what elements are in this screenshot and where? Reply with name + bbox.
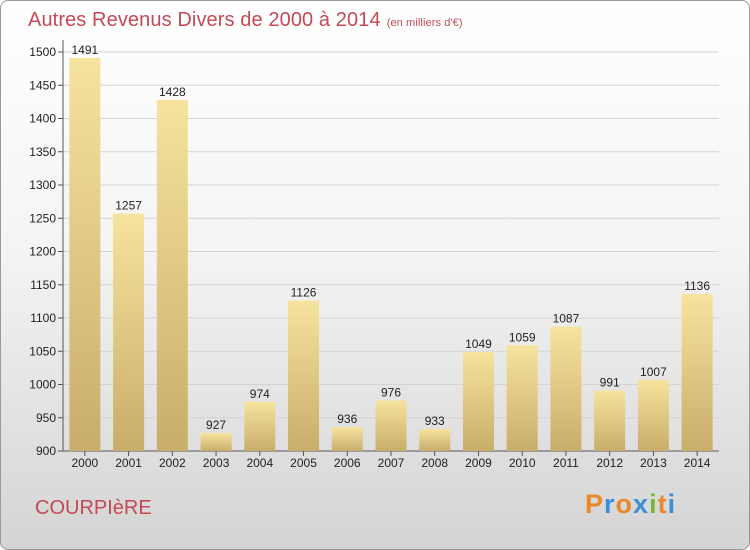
value-label-2010: 1059	[509, 330, 536, 344]
bar-2002	[156, 99, 188, 451]
bar-2012	[594, 390, 626, 451]
x-tick-label-2011: 2011	[553, 456, 579, 470]
x-tick-label-2012: 2012	[596, 456, 623, 470]
y-tick-label: 900	[36, 444, 56, 458]
labels: 900 950 1000 1050 1100 1150 1200 1250 1300 1350 14…	[29, 43, 711, 470]
logo-letter: o	[615, 489, 634, 519]
x-tick-label-2003: 2003	[203, 456, 230, 470]
value-label-2009: 1049	[465, 337, 492, 351]
value-label-2013: 1007	[640, 365, 667, 379]
chart-title: Autres Revenus Divers de 2000 à 2014 (en …	[28, 9, 463, 32]
x-tick-label-2006: 2006	[334, 456, 361, 470]
value-label-2003: 927	[206, 418, 226, 432]
logo-letter: P	[585, 489, 605, 519]
bar-2005	[288, 300, 320, 451]
value-label-2007: 976	[381, 385, 401, 399]
value-label-2011: 1087	[553, 312, 580, 326]
bar-2007	[375, 400, 407, 451]
chart-title-text: Autres Revenus Divers de 2000 à 2014	[28, 9, 381, 31]
bar-2008	[419, 429, 451, 451]
y-tick-label: 950	[36, 411, 56, 425]
y-tick-label: 1350	[29, 145, 56, 159]
value-label-2002: 1428	[159, 85, 186, 99]
x-tick-label-2014: 2014	[684, 456, 711, 470]
x-tick-label-2004: 2004	[246, 456, 273, 470]
value-label-2001: 1257	[115, 199, 142, 213]
y-tick-label: 1300	[29, 178, 56, 192]
chart-subtitle: (en milliers d'€)	[386, 17, 463, 29]
bar-2003	[200, 433, 232, 451]
x-tick-label-2005: 2005	[290, 456, 317, 470]
x-tick-label-2008: 2008	[421, 456, 448, 470]
bar-2001	[113, 213, 145, 451]
y-tick-label: 1400	[29, 112, 56, 126]
y-tick-label: 1200	[29, 245, 56, 259]
x-tick-label-2009: 2009	[465, 456, 492, 470]
bars	[69, 57, 713, 452]
value-label-2000: 1491	[72, 43, 99, 57]
x-tick-label-2001: 2001	[115, 456, 142, 470]
value-label-2008: 933	[425, 414, 445, 428]
y-tick-label: 1150	[30, 278, 56, 292]
y-tick-label: 1500	[29, 45, 56, 59]
bar-2006	[331, 427, 363, 451]
logo-letter: i	[667, 489, 677, 519]
logo-letter: t	[657, 489, 668, 519]
proxiti-logo[interactable]: Proxiti	[585, 489, 676, 520]
value-label-2012: 991	[600, 375, 620, 389]
bar-2011	[550, 326, 582, 451]
x-tick-label-2007: 2007	[378, 456, 405, 470]
logo-letter: i	[649, 489, 658, 519]
bar-2013	[637, 379, 669, 451]
x-tick-label-2013: 2013	[640, 456, 667, 470]
value-label-2005: 1126	[291, 286, 317, 300]
x-tick-label-2010: 2010	[509, 456, 536, 470]
y-tick-label: 1250	[29, 211, 56, 225]
bar-2009	[462, 351, 494, 451]
x-tick-label-2000: 2000	[72, 456, 99, 470]
x-tick-label-2002: 2002	[159, 456, 186, 470]
y-tick-label: 1050	[29, 344, 56, 358]
y-tick-label: 1000	[29, 378, 56, 392]
bar-2010	[506, 345, 538, 451]
value-label-2004: 974	[250, 387, 270, 401]
logo-letter: x	[633, 489, 650, 519]
bar-2004	[244, 401, 276, 451]
y-tick-label: 1450	[29, 78, 56, 92]
value-label-2006: 936	[337, 412, 357, 426]
bar-2014	[681, 294, 713, 451]
commune-name: COURPIèRE	[35, 497, 152, 519]
y-tick-label: 1100	[30, 311, 56, 325]
logo-letter: r	[604, 489, 616, 519]
bar-2000	[69, 57, 101, 452]
value-label-2014: 1136	[684, 279, 710, 293]
